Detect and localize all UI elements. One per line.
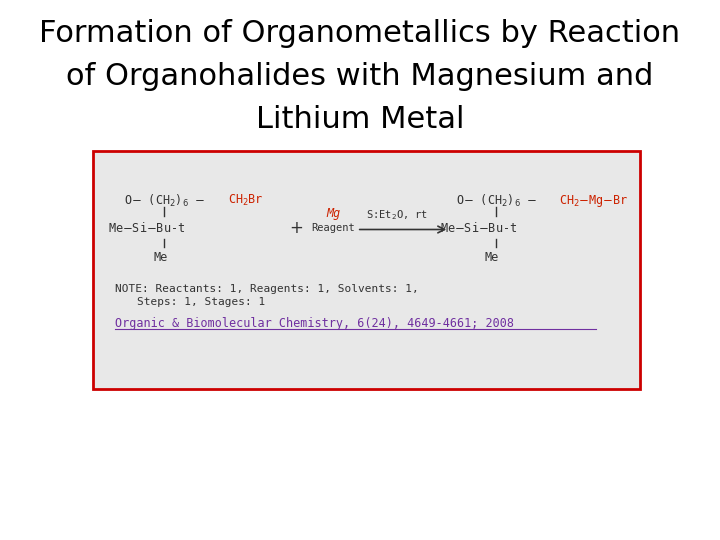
Text: CH$_2$Br: CH$_2$Br <box>228 193 264 208</box>
Text: O$-$ (CH$_2$)$_6$ $-$: O$-$ (CH$_2$)$_6$ $-$ <box>456 193 537 209</box>
Text: Me$-$Si$-$Bu-t: Me$-$Si$-$Bu-t <box>109 221 186 235</box>
Text: Steps: 1, Stages: 1: Steps: 1, Stages: 1 <box>137 298 266 307</box>
Text: Reagent: Reagent <box>311 223 355 233</box>
Text: S:Et$_2$O, rt: S:Et$_2$O, rt <box>366 208 428 222</box>
Text: $+$: $+$ <box>289 219 303 237</box>
Text: Me: Me <box>153 251 167 264</box>
Text: O$-$ (CH$_2$)$_6$ $-$: O$-$ (CH$_2$)$_6$ $-$ <box>125 193 206 209</box>
Text: CH$_2$$-$Mg$-$Br: CH$_2$$-$Mg$-$Br <box>559 193 629 209</box>
Text: Mg: Mg <box>326 207 341 220</box>
Text: Me: Me <box>484 251 498 264</box>
Text: NOTE: Reactants: 1, Reagents: 1, Solvents: 1,: NOTE: Reactants: 1, Reagents: 1, Solvent… <box>114 284 418 294</box>
Text: Me$-$Si$-$Bu-t: Me$-$Si$-$Bu-t <box>440 221 517 235</box>
Text: Lithium Metal: Lithium Metal <box>256 105 464 134</box>
Text: Organic & Biomolecular Chemistry, 6(24), 4649-4661; 2008: Organic & Biomolecular Chemistry, 6(24),… <box>114 318 514 330</box>
FancyBboxPatch shape <box>92 151 640 389</box>
Text: Formation of Organometallics by Reaction: Formation of Organometallics by Reaction <box>40 19 680 48</box>
Text: of Organohalides with Magnesium and: of Organohalides with Magnesium and <box>66 62 654 91</box>
